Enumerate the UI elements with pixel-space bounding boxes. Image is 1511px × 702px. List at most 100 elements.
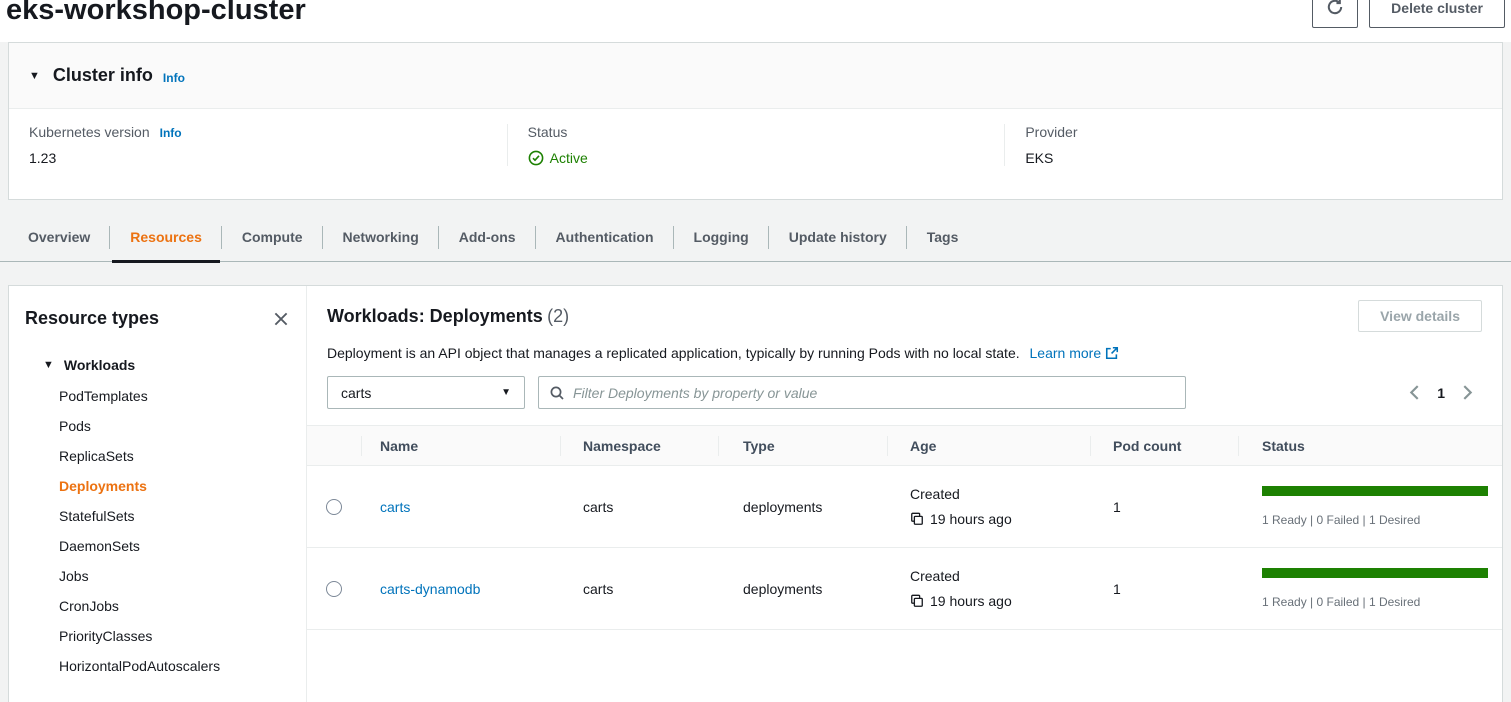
column-header-name: Name [361, 426, 560, 465]
sidebar-item-pods[interactable]: Pods [59, 418, 91, 434]
pod-count-cell: 1 [1113, 498, 1121, 515]
status-cell: 1 Ready | 0 Failed | 1 Desired [1238, 568, 1502, 609]
table-row: carts carts deployments Created 19 hours… [307, 466, 1502, 548]
sidebar-item-jobs[interactable]: Jobs [59, 568, 89, 584]
namespace-cell: carts [583, 498, 614, 515]
copy-icon[interactable] [910, 512, 924, 526]
search-input[interactable] [573, 384, 1175, 401]
kubernetes-version-value: 1.23 [29, 150, 57, 166]
sidebar-item-daemonsets[interactable]: DaemonSets [59, 538, 140, 554]
sidebar-item-deployments[interactable]: Deployments [59, 478, 147, 494]
delete-cluster-button[interactable]: Delete cluster [1369, 0, 1505, 28]
cluster-info-title: Cluster info [52, 65, 153, 85]
deployment-name-link[interactable]: carts [380, 498, 411, 515]
status-bar [1262, 486, 1488, 496]
pod-count-cell: 1 [1113, 580, 1121, 597]
table-header-row: Name Namespace Type Age Pod count Status [307, 425, 1502, 466]
tab-logging[interactable]: Logging [674, 212, 769, 261]
age-value: 19 hours ago [930, 511, 1012, 527]
page-title: eks-workshop-cluster [6, 0, 306, 26]
namespace-cell: carts [583, 580, 614, 597]
cluster-info-body: Kubernetes version Info 1.23 Status Acti… [9, 109, 1502, 166]
tab-networking[interactable]: Networking [323, 212, 440, 261]
row-radio-button[interactable] [326, 498, 342, 515]
sidebar-item-statefulsets[interactable]: StatefulSets [59, 508, 135, 524]
table-row: carts-dynamodb carts deployments Created… [307, 548, 1502, 630]
panel-description: Deployment is an API object that manages… [327, 344, 1482, 361]
deployments-panel: Workloads: Deployments (2) View details … [307, 286, 1502, 702]
cluster-info-header[interactable]: ▼ Cluster info Info [9, 43, 1502, 109]
sidebar-group-workloads[interactable]: ▼ Workloads [25, 357, 290, 373]
dropdown-caret-icon: ▼ [501, 387, 511, 398]
external-link-icon [1105, 346, 1119, 363]
field-status: Status Active [506, 124, 1005, 166]
panel-title: Workloads: Deployments (2) [327, 306, 569, 327]
cluster-info-card: ▼ Cluster info Info Kubernetes version I… [8, 42, 1503, 200]
row-radio-button[interactable] [326, 580, 342, 597]
provider-value: EKS [1025, 150, 1054, 166]
dropdown-value: carts [341, 384, 372, 401]
content-panel: Resource types ▼ Workloads PodTemplates P… [8, 285, 1503, 702]
field-provider: Provider EKS [1004, 124, 1502, 166]
provider-label: Provider [1025, 124, 1078, 140]
sidebar-item-horizontalpodautoscalers[interactable]: HorizontalPodAutoscalers [59, 658, 221, 674]
tab-resources[interactable]: Resources [110, 212, 222, 263]
select-column-header [307, 426, 361, 465]
tab-update-history[interactable]: Update history [769, 212, 907, 261]
close-icon[interactable] [272, 310, 290, 328]
filter-row: carts ▼ 1 [327, 376, 1482, 409]
table-body: carts carts deployments Created 19 hours… [307, 466, 1502, 630]
panel-title-text: Workloads: Deployments [327, 306, 543, 326]
page-previous-icon[interactable] [1408, 385, 1421, 400]
status-label: Status [527, 124, 568, 140]
sidebar-title: Resource types [25, 308, 160, 328]
type-cell: deployments [743, 580, 823, 597]
sidebar-item-replicasets[interactable]: ReplicaSets [59, 448, 134, 464]
column-header-status: Status [1238, 426, 1502, 465]
group-caret-icon: ▼ [43, 359, 54, 371]
page-next-icon[interactable] [1461, 385, 1474, 400]
collapse-caret-icon[interactable]: ▼ [29, 69, 40, 82]
age-cell: Created 19 hours ago [910, 568, 1012, 609]
kubernetes-version-info-link[interactable]: Info [159, 126, 182, 140]
tab-add-ons[interactable]: Add-ons [439, 212, 536, 261]
status-cell: 1 Ready | 0 Failed | 1 Desired [1238, 486, 1502, 527]
copy-icon[interactable] [910, 594, 924, 608]
column-header-pod-count: Pod count [1090, 426, 1238, 465]
sidebar-item-list: PodTemplates Pods ReplicaSets Deployments St… [25, 381, 290, 681]
header-actions: Delete cluster [1312, 0, 1505, 28]
age-value: 19 hours ago [930, 593, 1012, 609]
age-cell: Created 19 hours ago [910, 486, 1012, 527]
refresh-icon [1326, 0, 1344, 19]
search-box [538, 376, 1186, 409]
panel-count: (2) [547, 306, 570, 326]
kubernetes-version-label: Kubernetes version [29, 124, 150, 140]
view-details-button[interactable]: View details [1358, 300, 1482, 332]
cluster-tabs: Overview Resources Compute Networking Add-on… [0, 212, 1511, 263]
tab-overview[interactable]: Overview [8, 212, 111, 261]
search-icon [549, 385, 565, 401]
column-header-namespace: Namespace [560, 426, 718, 465]
sidebar-item-priorityclasses[interactable]: PriorityClasses [59, 628, 153, 644]
sidebar-item-cronjobs[interactable]: CronJobs [59, 598, 119, 614]
status-bar [1262, 568, 1488, 578]
check-circle-icon [528, 150, 544, 166]
cluster-info-link[interactable]: Info [162, 70, 185, 85]
page-header: eks-workshop-cluster Delete cluster [0, 0, 1511, 42]
page-number[interactable]: 1 [1437, 384, 1445, 401]
status-text: 1 Ready | 0 Failed | 1 Desired [1262, 513, 1421, 527]
tab-tags[interactable]: Tags [926, 228, 959, 245]
pagination: 1 [1408, 385, 1482, 401]
tab-compute[interactable]: Compute [222, 212, 323, 261]
status-text: 1 Ready | 0 Failed | 1 Desired [1262, 595, 1421, 609]
namespace-dropdown[interactable]: carts ▼ [327, 376, 525, 409]
column-header-type: Type [718, 426, 887, 465]
learn-more-link[interactable]: Learn more [1029, 345, 1102, 361]
refresh-button[interactable] [1312, 0, 1359, 28]
deployment-name-link[interactable]: carts-dynamodb [380, 580, 481, 597]
status-value: Active [549, 150, 588, 166]
type-cell: deployments [743, 498, 823, 515]
column-header-age: Age [887, 426, 1090, 465]
tab-authentication[interactable]: Authentication [536, 212, 674, 261]
sidebar-item-podtemplates[interactable]: PodTemplates [59, 388, 148, 404]
